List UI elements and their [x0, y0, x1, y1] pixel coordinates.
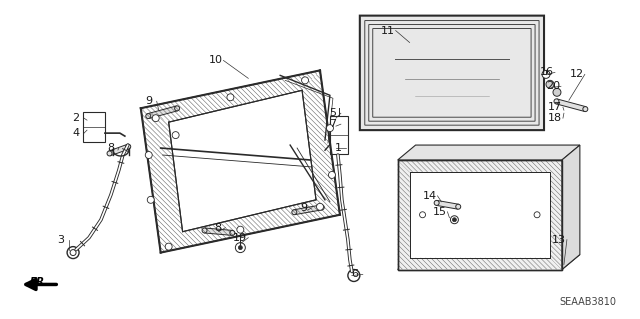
Circle shape [237, 226, 244, 233]
Text: 3: 3 [58, 235, 65, 245]
Text: 5: 5 [330, 108, 337, 118]
Text: 18: 18 [548, 113, 562, 123]
Bar [397, 160, 562, 270]
Text: 8: 8 [214, 223, 221, 233]
Text: 15: 15 [433, 207, 447, 217]
Circle shape [125, 144, 131, 149]
Polygon shape [436, 200, 459, 209]
Text: 14: 14 [422, 191, 436, 201]
Circle shape [420, 212, 426, 218]
Polygon shape [294, 205, 322, 215]
Text: 17: 17 [548, 102, 562, 112]
Polygon shape [562, 145, 580, 270]
Circle shape [326, 125, 333, 132]
Polygon shape [397, 255, 580, 270]
Circle shape [534, 212, 540, 218]
Circle shape [146, 114, 151, 119]
Polygon shape [397, 145, 580, 160]
Circle shape [319, 205, 324, 210]
Polygon shape [109, 144, 129, 156]
Text: SEAAB3810: SEAAB3810 [560, 297, 617, 307]
Circle shape [147, 196, 154, 203]
Circle shape [328, 171, 335, 178]
Text: 12: 12 [570, 69, 584, 79]
Text: 6: 6 [351, 270, 358, 279]
Circle shape [452, 218, 456, 222]
Polygon shape [148, 106, 178, 118]
Circle shape [230, 230, 235, 235]
Text: 11: 11 [381, 26, 395, 35]
Text: 7: 7 [330, 119, 337, 129]
Circle shape [165, 243, 172, 250]
FancyBboxPatch shape [360, 16, 544, 130]
Circle shape [434, 200, 439, 205]
Circle shape [554, 99, 559, 104]
Text: 20: 20 [546, 81, 560, 91]
Circle shape [238, 246, 243, 249]
Text: FR.: FR. [30, 278, 49, 287]
Text: 16: 16 [540, 67, 554, 78]
Circle shape [202, 228, 207, 233]
Text: 13: 13 [552, 235, 566, 245]
Text: 2: 2 [72, 113, 79, 123]
Circle shape [236, 243, 245, 253]
Circle shape [292, 210, 297, 215]
Polygon shape [204, 228, 232, 235]
Circle shape [583, 107, 588, 112]
Circle shape [152, 115, 159, 122]
Polygon shape [556, 99, 586, 112]
Circle shape [542, 70, 550, 78]
Text: 9: 9 [301, 203, 308, 213]
Circle shape [145, 152, 152, 159]
Text: 19: 19 [234, 233, 248, 243]
Text: 4: 4 [72, 128, 79, 138]
Text: 8: 8 [108, 143, 115, 153]
Circle shape [172, 132, 179, 138]
Circle shape [301, 77, 308, 84]
Bar [397, 160, 562, 270]
Circle shape [553, 88, 561, 96]
Bar [410, 172, 550, 257]
Text: 1: 1 [335, 143, 341, 153]
Circle shape [456, 204, 461, 209]
Bar [410, 172, 550, 257]
Circle shape [175, 106, 180, 111]
Circle shape [317, 203, 323, 210]
Circle shape [227, 94, 234, 101]
Bar [83, 112, 105, 142]
Circle shape [546, 80, 554, 88]
Text: 9: 9 [145, 96, 152, 106]
Circle shape [107, 151, 112, 156]
Circle shape [451, 216, 458, 224]
Text: 10: 10 [209, 56, 223, 65]
Bar [330, 116, 348, 154]
